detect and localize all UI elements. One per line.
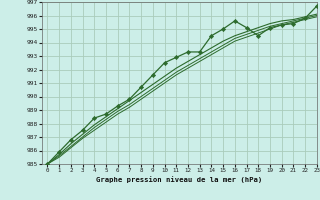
X-axis label: Graphe pression niveau de la mer (hPa): Graphe pression niveau de la mer (hPa) [96, 176, 262, 183]
